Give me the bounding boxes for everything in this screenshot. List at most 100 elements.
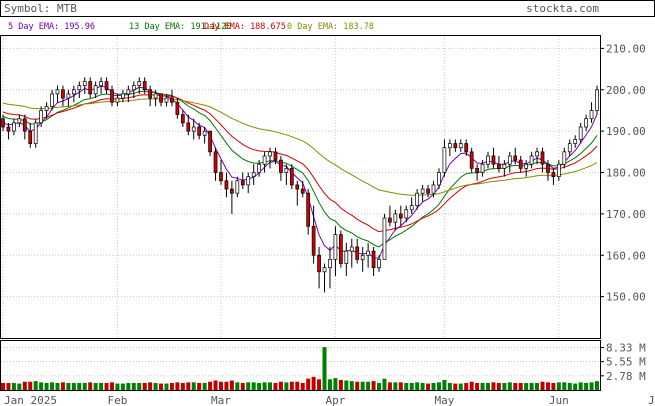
volume-bar — [480, 382, 485, 390]
volume-bar — [257, 382, 262, 390]
candle-body — [306, 192, 311, 227]
candle-body — [197, 126, 202, 136]
legend: 5 Day EMA: 195.96 13 Day EMA: 191.1120Day… — [8, 22, 374, 32]
candle-body — [121, 93, 125, 99]
candle-body — [589, 110, 594, 120]
candle-body — [311, 225, 316, 256]
candle-body — [191, 126, 196, 132]
candle-body — [562, 151, 567, 165]
volume-bar — [578, 382, 583, 390]
volume-grid — [1, 346, 600, 377]
candle-body — [99, 81, 103, 86]
candle-body — [12, 122, 16, 132]
candle-body — [279, 159, 283, 173]
volume-bar — [551, 382, 556, 390]
volume-bar — [535, 382, 540, 390]
volume-bar — [186, 382, 191, 390]
volume-bar — [295, 381, 300, 390]
site-label: stockta.com — [526, 2, 599, 15]
volume-bar — [273, 382, 278, 390]
volume-bar — [66, 382, 71, 390]
candles — [1, 77, 599, 293]
candle-body — [339, 234, 343, 264]
candle-body — [175, 101, 180, 115]
volume-bar — [431, 382, 436, 390]
legend-item: 5 Day EMA: 195.96 — [8, 22, 95, 32]
volume-bar — [573, 383, 578, 390]
volume-bar — [82, 382, 87, 390]
volume-bar — [529, 382, 534, 390]
candle-body — [448, 143, 452, 149]
candle-body — [126, 89, 131, 95]
volume-bar — [524, 382, 529, 390]
volume-bar — [33, 381, 38, 390]
x-tick-label: Jun — [549, 394, 569, 406]
candle-body — [77, 85, 82, 91]
candle-body — [584, 118, 588, 128]
y-tick-label: 190.00 — [606, 125, 646, 138]
volume-bar — [164, 383, 169, 390]
volume-bar — [28, 381, 33, 390]
candle-body — [262, 155, 267, 165]
candle-body — [529, 155, 534, 165]
volume-bar — [507, 382, 512, 390]
volume-bar — [120, 383, 125, 390]
volume-bar — [218, 381, 223, 390]
volume-bar — [338, 379, 343, 390]
volume-bar — [115, 383, 120, 390]
candle-body — [224, 180, 229, 190]
volume-bar — [333, 378, 338, 390]
candle-body — [273, 151, 278, 161]
volume-bar — [262, 382, 267, 390]
candle-body — [398, 213, 403, 219]
volume-bar — [513, 382, 518, 390]
volume-bar — [404, 382, 409, 390]
candle-body — [33, 122, 38, 144]
volume-bar — [159, 383, 164, 390]
candle-body — [578, 126, 583, 140]
candle-body — [518, 159, 523, 169]
candle-body — [524, 163, 529, 169]
volume-bars — [1, 347, 599, 390]
volume-bar — [300, 382, 305, 390]
x-tick-label: Jul — [648, 394, 655, 406]
volume-bar — [595, 381, 599, 390]
volume-bar — [153, 382, 158, 390]
volume-bar — [22, 381, 27, 390]
candle-body — [289, 168, 294, 186]
volume-bar — [44, 382, 49, 390]
x-axis: Jan 2025 Feb Mar Apr May Jun Jul — [4, 394, 655, 406]
volume-tick-label: 8.33 M — [606, 341, 646, 354]
volume-bar — [104, 382, 109, 390]
volume-bar — [131, 382, 136, 390]
legend-item: Day EMA: 188.675 — [204, 22, 286, 32]
volume-bar — [142, 382, 147, 390]
volume-bar — [11, 382, 16, 390]
volume-bar — [355, 381, 360, 390]
candle-body — [551, 172, 556, 178]
volume-bar — [562, 382, 567, 390]
candle-body — [388, 217, 392, 223]
candle-body — [39, 110, 43, 124]
volume-bar — [109, 382, 114, 390]
volume-bar — [311, 376, 316, 390]
candle-body — [409, 205, 414, 211]
candle-body — [480, 163, 485, 173]
volume-bar — [306, 378, 311, 390]
candle-body — [431, 184, 436, 194]
volume-bar — [540, 381, 545, 390]
x-tick-label: Jan 2025 — [4, 394, 57, 406]
x-tick-label: Apr — [325, 394, 345, 406]
candle-body — [458, 143, 463, 149]
volume-bar — [377, 382, 382, 390]
candle-body — [159, 93, 163, 103]
candle-body — [415, 192, 420, 206]
volume-bar — [502, 382, 507, 390]
volume-bar — [322, 347, 327, 390]
candle-body — [110, 89, 114, 103]
volume-bar — [447, 382, 452, 390]
candle-body — [295, 184, 300, 190]
candle-body — [366, 250, 370, 256]
candle-body — [251, 172, 256, 178]
